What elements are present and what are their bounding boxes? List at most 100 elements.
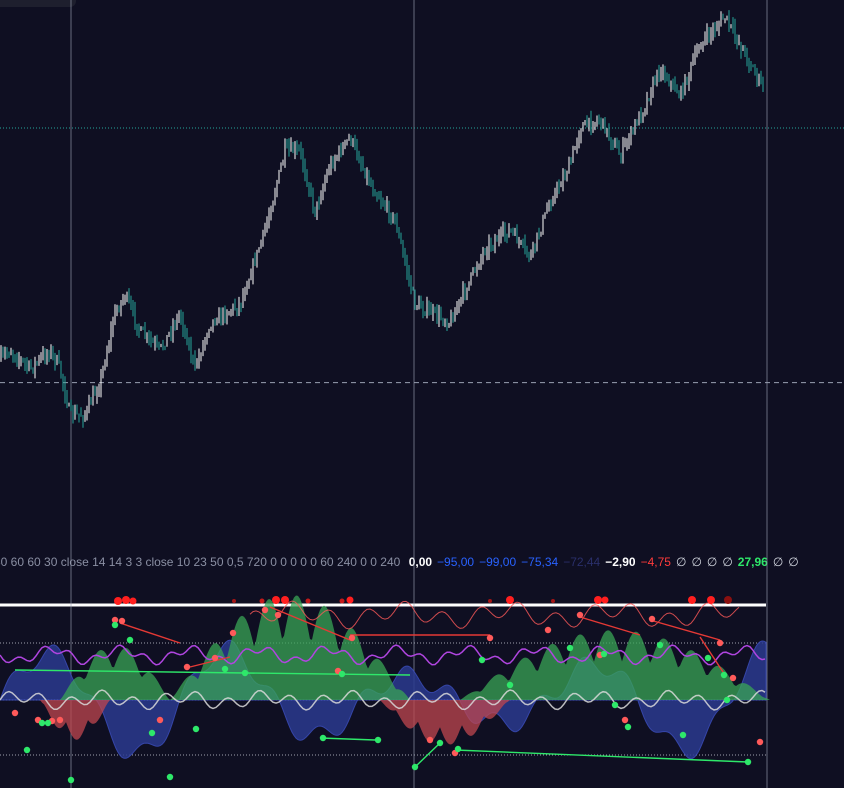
legend-value: ∅ [722, 555, 733, 569]
top-signal-marker [129, 597, 137, 605]
green-signal-dot [611, 701, 619, 709]
green-signal-dot [506, 681, 514, 689]
divergence-line-green [414, 742, 441, 768]
green-signal-dot [744, 758, 752, 766]
red-signal-dot [756, 738, 764, 746]
top-signal-marker [601, 596, 609, 604]
legend-value: ∅ [706, 555, 718, 569]
divergence-line-green [319, 737, 376, 741]
red-signal-dot [111, 616, 119, 624]
divergence-line-red [579, 616, 641, 636]
indicator-values: 0,00 −95,00 −99,00 −75,34 −72,44 −2,90 −4,75 ∅ ∅… [404, 555, 799, 569]
green-signal-dot [221, 665, 229, 673]
top-signal-marker [488, 599, 492, 603]
green-signal-dot [126, 636, 134, 644]
divergence-line-red [699, 636, 726, 676]
green-signal-dot [192, 725, 200, 733]
legend-value: −2,90 [605, 555, 636, 569]
green-histogram [60, 647, 170, 700]
top-signal-marker [232, 599, 236, 603]
red-signal-dot [648, 615, 656, 623]
red-signal-dot [156, 716, 164, 724]
red-signal-dot [261, 606, 269, 614]
divergence-line-green [14, 669, 246, 674]
indicator-legend: 30 60 60 30 close 14 14 3 3 close 10 23 … [0, 553, 799, 571]
legend-value: −72,44 [563, 555, 601, 569]
top-signal-marker [259, 598, 265, 604]
red-signal-dot [229, 629, 237, 637]
white-line [0, 689, 766, 711]
legend-value: ∅ [788, 555, 799, 569]
top-signal-marker [339, 598, 345, 604]
legend-value: −99,00 [479, 555, 517, 569]
legend-value: −75,34 [521, 555, 559, 569]
green-signal-dot [566, 644, 574, 652]
red-signal-dot [118, 617, 126, 625]
green-signal-dot [44, 719, 52, 727]
green-signal-dot [319, 734, 327, 742]
red-histogram [380, 700, 510, 745]
divergence-line-red [189, 656, 231, 668]
green-signal-dot [67, 776, 75, 784]
red-histogram [40, 700, 110, 740]
top-signal-marker [506, 596, 514, 604]
green-signal-dot [704, 654, 712, 662]
green-signal-dot [23, 746, 31, 754]
top-signal-marker [122, 596, 130, 604]
red-signal-dot [211, 654, 219, 662]
legend-value: ∅ [772, 555, 784, 569]
top-signal-marker [688, 596, 696, 604]
top-signal-marker [346, 596, 354, 604]
green-signal-dot [478, 656, 486, 664]
red-signal-dot [274, 611, 282, 619]
green-signal-dot [374, 736, 382, 744]
legend-value: −4,75 [640, 555, 671, 569]
red-signal-dot [56, 716, 64, 724]
green-signal-dot [148, 729, 156, 737]
top-signal-marker [272, 596, 280, 604]
divergence-line-red [119, 622, 181, 644]
red-signal-dot [716, 639, 724, 647]
red-signal-dot [544, 626, 552, 634]
red-signal-dot [183, 663, 191, 671]
green-signal-dot [624, 723, 632, 731]
top-signal-marker [707, 596, 715, 604]
purple-line [0, 644, 766, 666]
green-signal-dot [436, 739, 444, 747]
green-signal-dot [723, 696, 731, 704]
legend-value: 0,00 [408, 555, 433, 569]
price-pane[interactable] [0, 0, 844, 545]
oscillator-pane[interactable] [0, 545, 844, 788]
red-signal-dot [729, 674, 737, 682]
green-histogram [460, 630, 770, 700]
top-signal-marker [551, 599, 555, 603]
top-signal-marker [594, 596, 602, 604]
green-signal-dot [720, 671, 728, 679]
legend-value: −95,00 [437, 555, 475, 569]
divergence-line-green [244, 672, 411, 676]
red-signal-dot [576, 611, 584, 619]
indicator-params: 30 60 60 30 close 14 14 3 3 close 10 23 … [0, 555, 401, 569]
top-signal-marker [114, 597, 122, 605]
top-signal-marker [724, 596, 732, 604]
red-signal-dot [348, 634, 356, 642]
green-signal-dot [656, 641, 664, 649]
red-signal-dot [621, 716, 629, 724]
green-signal-dot [241, 669, 249, 677]
green-signal-dot [111, 621, 119, 629]
top-signal-marker [281, 596, 289, 604]
green-signal-dot [38, 719, 46, 727]
green-signal-dot [166, 773, 174, 781]
divergence-line-red [269, 606, 351, 641]
green-signal-dot [411, 763, 419, 771]
red-signal-dot [426, 736, 434, 744]
red-signal-dot [11, 709, 19, 717]
legend-value: ∅ [675, 555, 687, 569]
green-signal-dot [600, 650, 608, 658]
green-signal-dot [338, 670, 346, 678]
red-signal-dot [486, 634, 494, 642]
divergence-line-green [454, 749, 749, 763]
top-tab[interactable] [0, 0, 76, 7]
legend-value: 27,96 [737, 555, 768, 569]
